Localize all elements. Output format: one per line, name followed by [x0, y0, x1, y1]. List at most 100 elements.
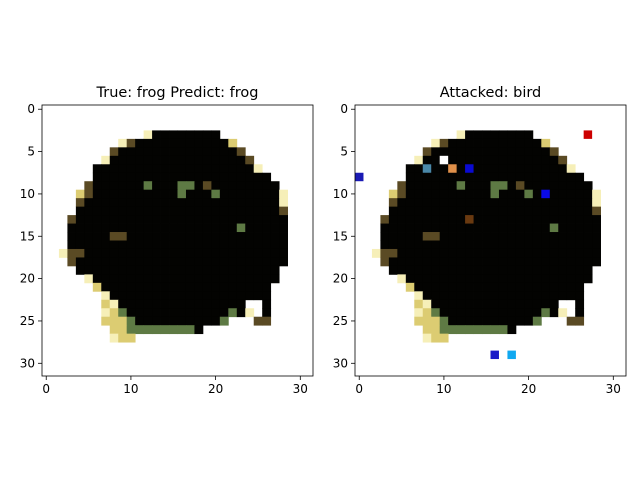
image-pixel [541, 181, 551, 191]
image-pixel [431, 181, 441, 191]
image-pixel [101, 257, 111, 267]
image-pixel [575, 189, 585, 199]
image-pixel [143, 164, 153, 174]
image-pixel [236, 265, 246, 275]
image-pixel [524, 206, 534, 216]
image-pixel [448, 198, 458, 208]
image-pixel [109, 164, 119, 174]
image-pixel [448, 147, 458, 157]
image-pixel [465, 232, 474, 241]
image-pixel [109, 147, 119, 157]
image-pixel [160, 257, 170, 267]
image-pixel [473, 164, 483, 174]
image-pixel [143, 299, 153, 309]
image-pixel [169, 206, 178, 216]
image-pixel [524, 291, 534, 301]
image-pixel [109, 265, 119, 275]
image-pixel [371, 248, 381, 258]
image-pixel [439, 325, 449, 335]
image-pixel [498, 147, 508, 157]
image-pixel [143, 215, 153, 224]
image-pixel [558, 215, 568, 224]
image-pixel [575, 248, 585, 258]
image-pixel [185, 155, 195, 165]
image-pixel [532, 265, 542, 275]
image-pixel [575, 232, 585, 241]
image-pixel [541, 299, 551, 309]
image-pixel [482, 291, 491, 301]
image-pixel [169, 189, 178, 199]
image-pixel [219, 198, 229, 208]
image-pixel [490, 164, 500, 174]
image-pixel [236, 291, 246, 301]
image-pixel [211, 308, 221, 318]
image-pixel [541, 232, 551, 241]
image-pixel [439, 333, 449, 343]
image-pixel [558, 265, 568, 275]
image-pixel [245, 282, 255, 292]
image-pixel [101, 316, 111, 326]
image-pixel [177, 147, 187, 157]
image-pixel [524, 155, 534, 165]
image-pixel [126, 189, 136, 199]
image-pixel [160, 155, 170, 165]
y-tick-label: 10 [333, 187, 348, 201]
image-pixel [219, 282, 229, 292]
image-pixel [101, 215, 111, 224]
image-pixel [515, 215, 525, 224]
image-pixel [507, 257, 517, 267]
image-pixel [185, 164, 195, 174]
image-pixel [279, 206, 288, 216]
image-pixel [448, 189, 458, 199]
image-pixel [414, 274, 424, 284]
image-pixel [236, 164, 246, 174]
image-pixel [473, 240, 483, 250]
image-pixel [482, 282, 491, 292]
image-pixel [507, 215, 517, 224]
image-pixel [515, 265, 525, 275]
image-pixel [194, 138, 204, 148]
image-pixel [541, 164, 551, 174]
image-pixel [219, 164, 229, 174]
image-pixel [549, 257, 559, 267]
image-pixel [524, 232, 534, 241]
image-pixel [84, 265, 94, 275]
image-pixel [431, 240, 441, 250]
image-pixel [575, 240, 585, 250]
image-pixel [456, 206, 466, 216]
image-pixel [177, 130, 187, 140]
image-pixel [245, 181, 255, 191]
image-pixel [422, 257, 432, 267]
image-pixel [414, 172, 424, 182]
image-pixel [490, 299, 500, 309]
image-pixel [507, 172, 517, 182]
image-pixel [473, 155, 483, 165]
image-pixel [202, 248, 212, 258]
chart-title: True: frog Predict: frog [96, 85, 259, 101]
image-pixel [549, 206, 559, 216]
image-pixel [498, 248, 508, 258]
image-pixel [397, 265, 407, 275]
image-pixel [405, 257, 415, 267]
image-pixel [160, 325, 170, 335]
image-pixel [490, 223, 500, 233]
image-pixel [160, 223, 170, 233]
image-pixel [253, 172, 263, 182]
image-pixel [228, 147, 238, 157]
image-pixel [109, 248, 119, 258]
image-pixel [490, 181, 500, 191]
image-pixel [118, 138, 128, 148]
image-pixel [101, 198, 111, 208]
image-pixel [473, 248, 483, 258]
image-pixel [532, 232, 542, 241]
image-pixel [465, 291, 474, 301]
image-pixel [143, 248, 153, 258]
image-pixel [169, 138, 178, 148]
image-pixel [160, 240, 170, 250]
image-pixel [507, 181, 517, 191]
image-pixel [211, 181, 221, 191]
image-pixel [75, 248, 85, 258]
image-pixel [236, 172, 246, 182]
image-pixel [490, 265, 500, 275]
image-pixel [101, 223, 111, 233]
